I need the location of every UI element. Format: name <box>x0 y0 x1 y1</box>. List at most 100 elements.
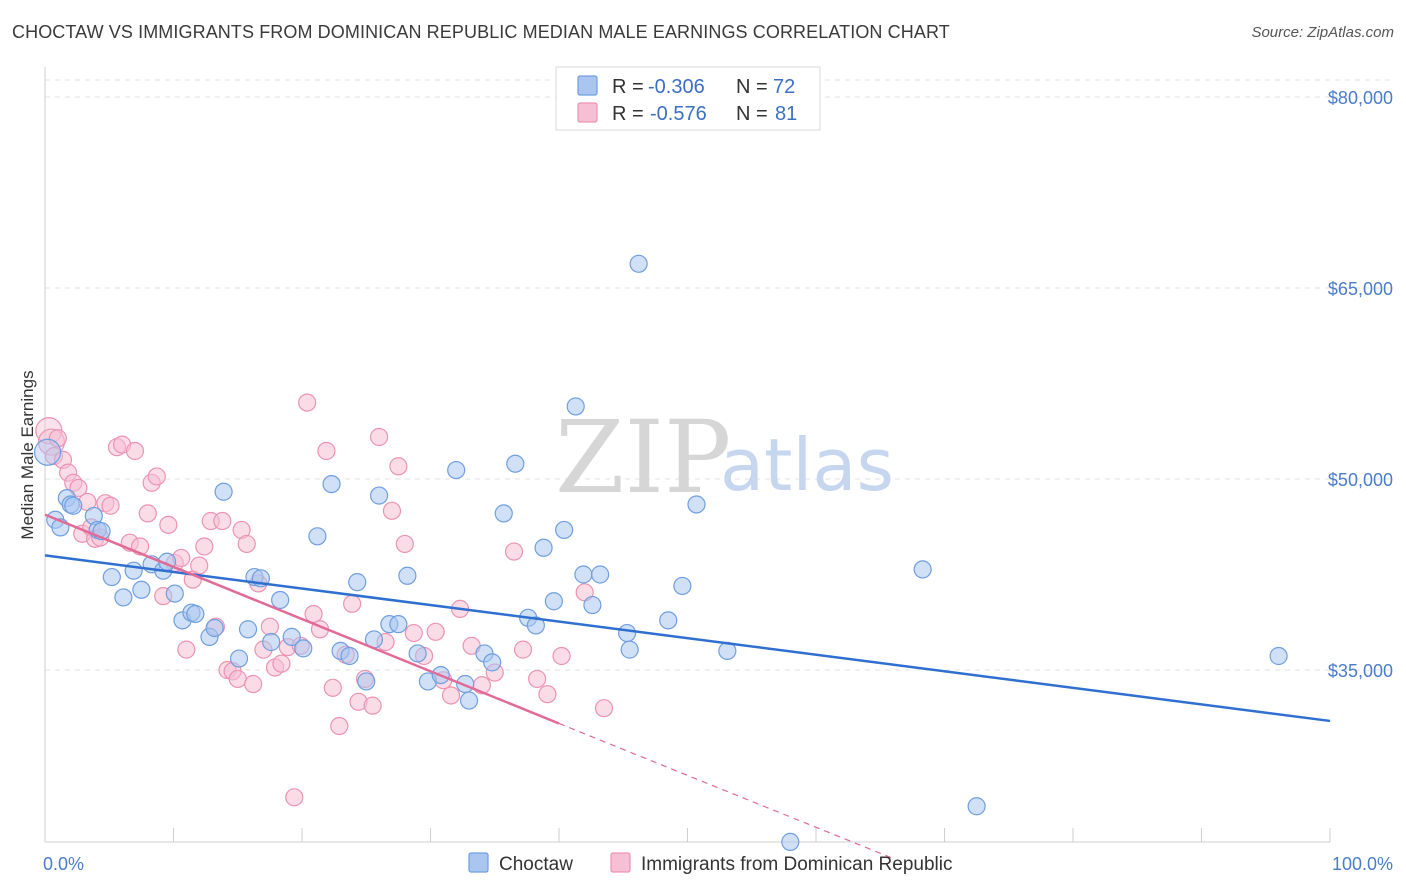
point-dominican-29 <box>190 556 209 575</box>
legend-r-value-1: -0.576 <box>650 103 707 125</box>
point-choctaw-36 <box>370 486 389 505</box>
point-dominican-61 <box>382 501 402 520</box>
point-dominican-42 <box>260 617 279 636</box>
point-choctaw-28 <box>294 639 313 658</box>
point-choctaw-66 <box>781 832 800 852</box>
point-dominican-36 <box>228 669 247 689</box>
point-choctaw-61 <box>629 254 648 273</box>
legend-n-value-0: 72 <box>773 76 795 98</box>
point-dominican-51 <box>317 441 336 461</box>
point-dominican-22 <box>147 467 166 486</box>
point-choctaw-48 <box>494 504 513 523</box>
source-label: Source: ZipAtlas.com <box>1251 24 1394 41</box>
point-choctaw-38 <box>389 615 408 634</box>
legend-swatch-choctaw <box>577 75 598 96</box>
point-dominican-30 <box>195 537 214 556</box>
point-dominican-49 <box>304 604 323 624</box>
y-tick-label-1: $50,000 <box>1328 470 1393 490</box>
legend-n-value-1: 81 <box>775 103 797 125</box>
point-choctaw-19 <box>205 618 224 638</box>
point-dominican-3 <box>48 429 67 448</box>
point-dominican-66 <box>426 622 445 641</box>
point-choctaw-51 <box>526 616 545 635</box>
point-dominican-44 <box>272 654 291 673</box>
point-dominican-74 <box>513 640 533 659</box>
legend-box <box>555 66 821 131</box>
y-tick-label-3: $80,000 <box>1328 88 1393 108</box>
series-legend-swatch-dominican <box>610 852 631 873</box>
point-choctaw-17 <box>186 604 205 624</box>
point-dominican-79 <box>594 699 614 718</box>
y-axis-label: Median Male Earnings <box>18 370 37 539</box>
point-choctaw-55 <box>566 397 585 416</box>
point-dominican-63 <box>395 534 414 554</box>
watermark-atlas: atlas <box>720 423 894 507</box>
trend-line-dominican <box>44 513 560 725</box>
watermark: ZIP atlas <box>555 399 894 516</box>
point-choctaw-25 <box>262 632 281 652</box>
point-choctaw-14 <box>165 584 184 603</box>
trend-line-extension-dominican <box>558 722 894 860</box>
point-dominican-38 <box>237 534 256 554</box>
point-dominican-73 <box>504 542 524 561</box>
x-tick-label-end: 100.0% <box>1332 854 1393 874</box>
point-dominican-59 <box>370 427 389 447</box>
point-dominican-46 <box>285 788 304 807</box>
y-tick-labels: $35,000 $50,000 $65,000 $80,000 <box>1328 88 1393 681</box>
series-legend: Choctaw Immigrants from Dominican Republ… <box>468 852 953 875</box>
point-choctaw-68 <box>967 797 986 816</box>
point-dominican-18 <box>125 441 145 461</box>
point-choctaw-21 <box>229 649 249 668</box>
point-dominican-64 <box>404 623 423 643</box>
point-choctaw-27 <box>282 627 301 646</box>
point-dominican-77 <box>552 646 571 666</box>
point-choctaw-9 <box>114 588 133 607</box>
point-choctaw-45 <box>459 691 479 710</box>
point-dominican-55 <box>343 594 362 613</box>
point-dominican-53 <box>330 716 349 736</box>
point-dominican-27 <box>177 640 196 659</box>
x-tick-label-start: 0.0% <box>43 854 84 874</box>
y-tick-label-2: $65,000 <box>1328 279 1393 299</box>
point-choctaw-20 <box>214 482 233 501</box>
point-dominican-75 <box>528 669 547 689</box>
watermark-zip: ZIP <box>555 399 731 516</box>
point-choctaw-40 <box>408 644 427 663</box>
point-dominican-48 <box>298 393 317 412</box>
point-dominican-33 <box>213 511 232 531</box>
correlation-legend: R = -0.306 N = 72 R = -0.576 N = 81 <box>555 66 821 131</box>
point-dominican-76 <box>538 685 557 704</box>
legend-swatch-dominican <box>577 102 598 123</box>
point-dominican-24 <box>159 515 178 534</box>
point-choctaw-47 <box>483 653 502 672</box>
point-choctaw-67 <box>913 560 932 579</box>
legend-n-label-0: N = <box>736 76 768 98</box>
point-dominican-58 <box>363 696 382 715</box>
legend-r-value-0: -0.306 <box>648 76 705 98</box>
point-choctaw-26 <box>271 590 290 610</box>
point-choctaw-54 <box>555 520 574 540</box>
point-choctaw-11 <box>132 580 151 599</box>
point-choctaw-62 <box>659 611 678 630</box>
x-tick-labels: 0.0% 100.0% <box>43 854 1393 874</box>
point-choctaw-64 <box>687 495 706 514</box>
axes <box>44 67 1331 843</box>
point-choctaw-49 <box>506 454 525 473</box>
point-dominican-14 <box>101 496 120 515</box>
point-choctaw-63 <box>673 576 692 596</box>
point-choctaw-58 <box>591 565 610 584</box>
point-choctaw-69 <box>1269 646 1288 666</box>
point-choctaw-22 <box>238 620 258 639</box>
point-choctaw-60 <box>620 640 639 659</box>
point-choctaw-52 <box>534 538 553 557</box>
point-dominican-62 <box>389 457 408 476</box>
point-dominican-7 <box>69 478 88 498</box>
y-tick-label-0: $35,000 <box>1328 661 1393 681</box>
data-points <box>33 254 1288 852</box>
series-legend-label-choctaw: Choctaw <box>499 854 573 875</box>
series-legend-label-dominican: Immigrants from Dominican Republic <box>641 854 953 875</box>
point-choctaw-70 <box>33 438 62 466</box>
legend-r-label-1: R = <box>612 103 644 125</box>
point-choctaw-32 <box>340 646 359 666</box>
point-dominican-68 <box>441 686 461 705</box>
